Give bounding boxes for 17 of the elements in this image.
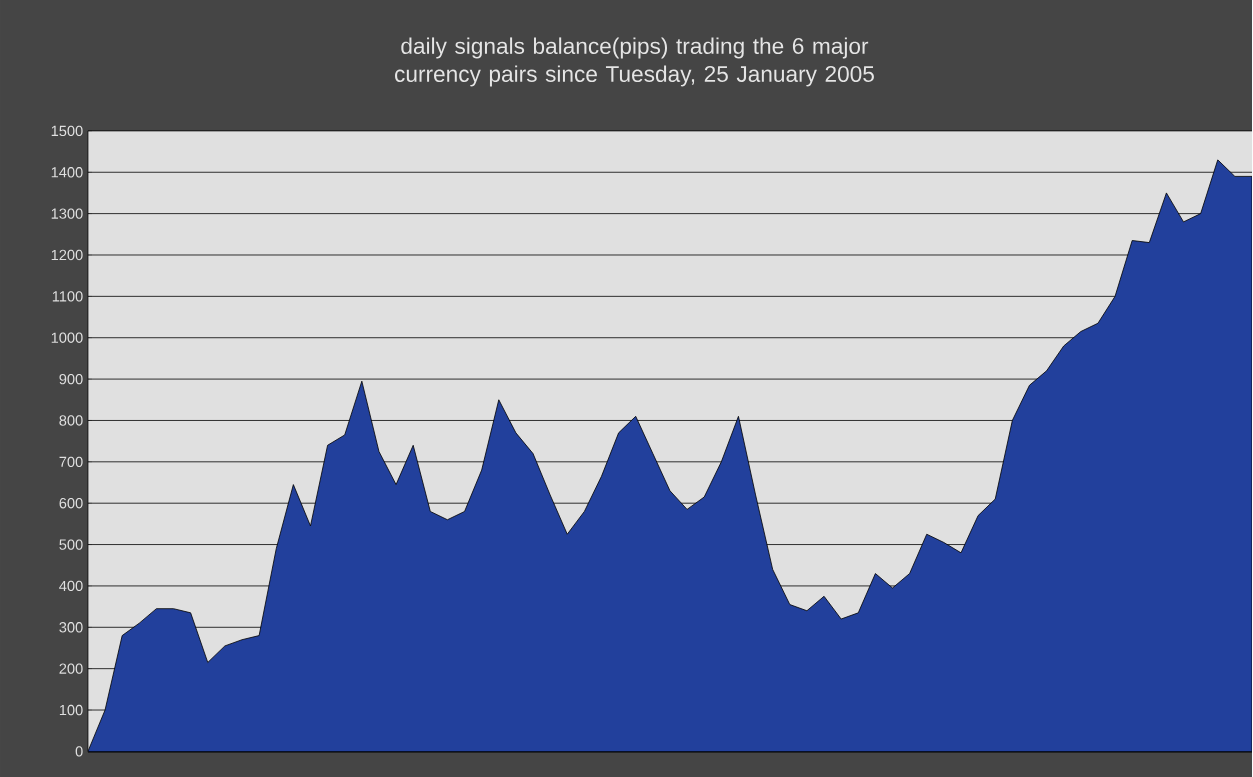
y-tick-label: 300 [59, 621, 83, 633]
y-tick-label: 600 [59, 497, 83, 509]
y-tick-label: 1400 [51, 166, 83, 178]
y-tick-label: 1500 [51, 125, 83, 136]
y-tick-label: 700 [59, 456, 83, 467]
y-tick-label: 900 [59, 373, 83, 385]
chart-title: daily signals balance(pips) trading the 6 major currency pairs since Tuesday, 25 January 2005 [395, 37, 874, 87]
y-tick-label: 1100 [52, 291, 83, 302]
y-tick-label: 500 [59, 539, 83, 550]
y-tick-label: 1000 [51, 332, 83, 343]
y-tick-label: 100 [59, 704, 83, 716]
y-tick-label: 0 [75, 746, 83, 757]
y-tick-label: 200 [59, 663, 83, 674]
y-tick-label: 1300 [51, 208, 83, 219]
y-tick-label: 800 [59, 415, 83, 426]
y-tick-label: 400 [59, 580, 83, 591]
y-tick-label: 1200 [51, 249, 83, 260]
